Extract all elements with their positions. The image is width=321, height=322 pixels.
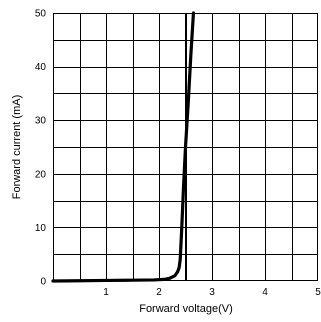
y-tick-label: 40 (35, 62, 47, 73)
x-tick-label: 1 (103, 287, 109, 298)
x-axis-title: Forward voltage(V) (139, 303, 233, 315)
x-tick-label: 2 (156, 287, 162, 298)
y-tick-label: 30 (35, 116, 47, 127)
series-layer (51, 11, 196, 283)
x-tick-label: 5 (315, 287, 321, 298)
x-tick-label: 4 (262, 287, 268, 298)
y-tick-label: 10 (35, 223, 47, 234)
series-line (51, 11, 196, 283)
x-tick-labels: 1 2 3 4 5 (103, 287, 321, 298)
y-tick-label: 0 (40, 277, 46, 288)
y-tick-label: 50 (35, 9, 47, 20)
y-tick-label: 20 (35, 169, 47, 180)
y-axis-title: Forward current (mA) (11, 95, 23, 200)
x-tick-label: 3 (209, 287, 215, 298)
plot-frame (52, 12, 319, 282)
y-tick-labels: 0 10 20 30 40 50 (35, 9, 47, 288)
